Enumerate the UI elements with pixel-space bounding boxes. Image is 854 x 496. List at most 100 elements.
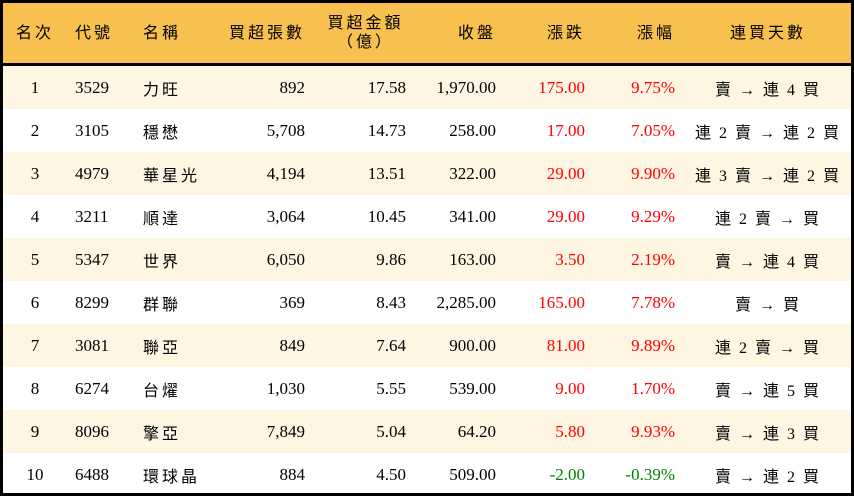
net-buy-shares-cell: 892 bbox=[225, 64, 315, 109]
net-buy-shares-cell: 849 bbox=[225, 324, 315, 367]
streak-cell: 連 2 賣 → 買 bbox=[714, 210, 821, 228]
table-row: 7 3081 聯亞 849 7.64 900.00 81.00 9.89% 連 2 賣 → 買 bbox=[3, 324, 851, 367]
header-name: 名稱 bbox=[135, 3, 225, 66]
streak-cell: 賣 → 連 2 買 bbox=[714, 468, 821, 486]
rank-cell: 3 bbox=[3, 152, 67, 195]
change-pct-cell: 7.78% bbox=[631, 292, 675, 312]
code-cell: 4979 bbox=[67, 152, 135, 195]
code-cell: 3105 bbox=[75, 120, 109, 140]
header-code: 代號 bbox=[67, 3, 135, 66]
rank-cell: 4 bbox=[30, 206, 40, 226]
code-cell: 6488 bbox=[75, 464, 109, 484]
name-cell: 華星光 bbox=[135, 152, 225, 195]
name-cell: 環球晶 bbox=[143, 468, 201, 486]
close-cell: 258.00 bbox=[449, 120, 496, 140]
code-cell: 3211 bbox=[75, 206, 109, 226]
change-cell: 9.00 bbox=[555, 378, 585, 398]
streak-cell: 連 3 賣 → 連 2 買 bbox=[685, 152, 851, 195]
name-cell: 順達 bbox=[143, 210, 182, 228]
net-buy-shares-cell: 1,030 bbox=[266, 378, 305, 398]
net-buy-shares-cell: 6,050 bbox=[225, 238, 315, 281]
header-change-pct: 漲幅 bbox=[595, 3, 685, 66]
net-buy-amount-cell: 8.43 bbox=[376, 292, 406, 312]
change-cell: 5.80 bbox=[506, 410, 595, 453]
streak-cell: 賣 → 連 5 買 bbox=[714, 382, 821, 400]
header-rank: 名次 bbox=[3, 3, 67, 66]
close-cell: 341.00 bbox=[449, 206, 496, 226]
change-cell: 29.00 bbox=[506, 152, 595, 195]
streak-cell: 連 2 賣 → 買 bbox=[685, 324, 851, 367]
table-row: 6 8299 群聯 369 8.43 2,285.00 165.00 7.78% 賣 → 買 bbox=[3, 281, 851, 324]
code-cell: 5347 bbox=[67, 238, 135, 281]
net-buy-shares-cell: 369 bbox=[279, 292, 306, 312]
change-cell: -2.00 bbox=[549, 464, 585, 484]
header-change: 漲跌 bbox=[506, 3, 595, 66]
close-cell: 322.00 bbox=[416, 152, 506, 195]
change-cell: 17.00 bbox=[546, 120, 585, 140]
rank-cell: 2 bbox=[30, 120, 40, 140]
streak-cell: 賣 → 連 3 買 bbox=[685, 410, 851, 453]
table-row: 5 5347 世界 6,050 9.86 163.00 3.50 2.19% 賣 → 連 4 買 bbox=[3, 238, 851, 281]
rank-cell: 9 bbox=[3, 410, 67, 453]
net-buy-shares-cell: 5,708 bbox=[266, 120, 305, 140]
change-pct-cell: 9.89% bbox=[595, 324, 685, 367]
code-cell: 8299 bbox=[75, 292, 109, 312]
net-buy-shares-cell: 3,064 bbox=[266, 206, 305, 226]
rank-cell: 5 bbox=[3, 238, 67, 281]
streak-cell: 賣 → 買 bbox=[734, 296, 801, 314]
name-cell: 群聯 bbox=[143, 296, 182, 314]
change-pct-cell: 9.75% bbox=[595, 64, 685, 109]
change-pct-cell: 9.90% bbox=[595, 152, 685, 195]
name-cell: 力旺 bbox=[135, 64, 225, 109]
rank-cell: 6 bbox=[30, 292, 40, 312]
net-buy-amount-cell: 17.58 bbox=[315, 64, 416, 109]
change-cell: 81.00 bbox=[506, 324, 595, 367]
close-cell: 539.00 bbox=[449, 378, 496, 398]
header-net-buy-amount-label: 買超金額 bbox=[327, 15, 404, 32]
header-row: 名次 代號 名稱 買超張數 買超金額 （億） 收盤 漲跌 漲幅 連買天數 bbox=[3, 3, 851, 66]
streak-cell: 賣 → 連 4 買 bbox=[685, 238, 851, 281]
code-cell: 6274 bbox=[75, 378, 109, 398]
header-net-buy-shares: 買超張數 bbox=[225, 3, 315, 66]
table-row: 9 8096 擎亞 7,849 5.04 64.20 5.80 9.93% 賣 → 連 3 買 bbox=[3, 410, 851, 453]
name-cell: 台燿 bbox=[143, 382, 182, 400]
net-buy-amount-cell: 14.73 bbox=[367, 120, 406, 140]
net-buy-amount-cell: 4.50 bbox=[376, 464, 406, 484]
header-net-buy-amount-unit: （億） bbox=[336, 34, 394, 51]
net-buy-amount-cell: 9.86 bbox=[315, 238, 416, 281]
table-row: 2 3105 穩懋 5,708 14.73 258.00 17.00 7.05% 連 2 賣 →… bbox=[3, 109, 851, 152]
net-buy-shares-cell: 884 bbox=[279, 464, 306, 484]
streak-cell: 賣 → 連 4 買 bbox=[685, 64, 851, 109]
table-row: 8 6274 台燿 1,030 5.55 539.00 9.00 1.70% 賣 → 連 5 買 bbox=[3, 367, 851, 410]
code-cell: 3081 bbox=[67, 324, 135, 367]
net-buy-amount-cell: 10.45 bbox=[367, 206, 406, 226]
close-cell: 64.20 bbox=[416, 410, 506, 453]
change-pct-cell: -0.39% bbox=[625, 464, 675, 484]
name-cell: 聯亞 bbox=[135, 324, 225, 367]
table-row: 10 6488 環球晶 884 4.50 509.00 -2.00 -0.39% 賣 → 連 2… bbox=[3, 453, 851, 496]
rank-cell: 1 bbox=[3, 64, 67, 109]
rank-cell: 7 bbox=[3, 324, 67, 367]
close-cell: 2,285.00 bbox=[436, 292, 497, 312]
header-close: 收盤 bbox=[416, 3, 506, 66]
code-cell: 3529 bbox=[67, 64, 135, 109]
rank-cell: 8 bbox=[30, 378, 40, 398]
table-row: 4 3211 順達 3,064 10.45 341.00 29.00 9.29% 連 2 賣 →… bbox=[3, 195, 851, 238]
change-cell: 165.00 bbox=[538, 292, 585, 312]
change-pct-cell: 1.70% bbox=[631, 378, 675, 398]
name-cell: 世界 bbox=[135, 238, 225, 281]
change-cell: 175.00 bbox=[506, 64, 595, 109]
close-cell: 1,970.00 bbox=[416, 64, 506, 109]
net-buy-shares-cell: 4,194 bbox=[225, 152, 315, 195]
net-buy-amount-cell: 5.55 bbox=[376, 378, 406, 398]
change-cell: 3.50 bbox=[506, 238, 595, 281]
net-buy-shares-cell: 7,849 bbox=[225, 410, 315, 453]
change-pct-cell: 9.29% bbox=[631, 206, 675, 226]
net-buy-amount-cell: 13.51 bbox=[315, 152, 416, 195]
change-pct-cell: 7.05% bbox=[631, 120, 675, 140]
header-streak: 連買天數 bbox=[685, 3, 851, 66]
header-net-buy-amount: 買超金額 （億） bbox=[315, 3, 416, 66]
streak-cell: 連 2 賣 → 連 2 買 bbox=[694, 124, 841, 142]
net-buy-amount-cell: 7.64 bbox=[315, 324, 416, 367]
